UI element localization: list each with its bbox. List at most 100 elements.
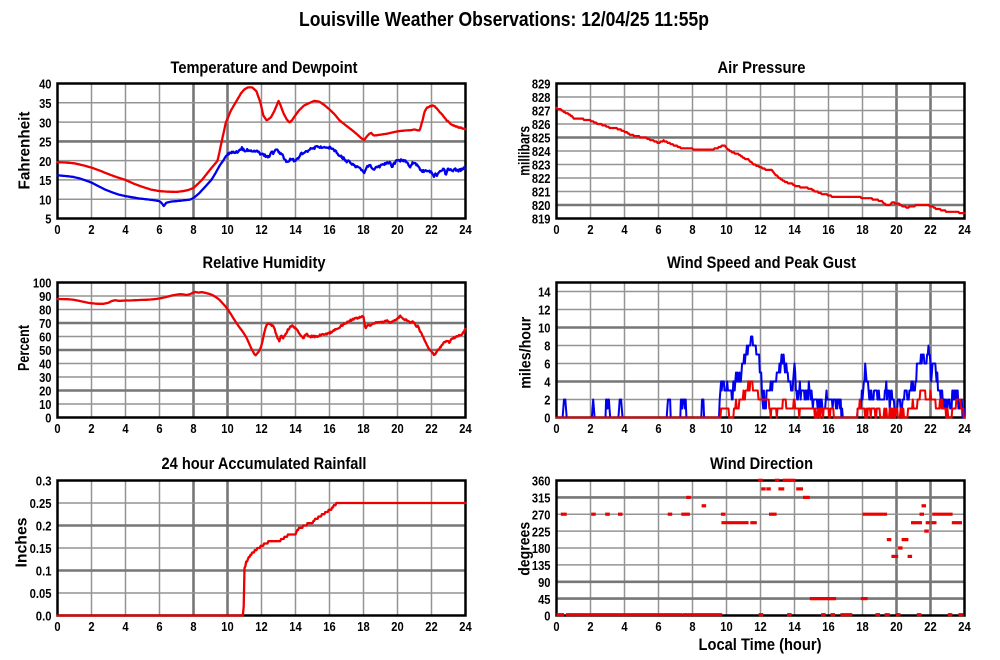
svg-text:6: 6	[655, 222, 661, 237]
svg-text:0.0: 0.0	[36, 609, 52, 624]
svg-text:18: 18	[856, 222, 868, 237]
svg-text:70: 70	[39, 316, 51, 331]
svg-text:16: 16	[323, 222, 335, 237]
svg-text:15: 15	[39, 173, 51, 188]
svg-text:40: 40	[39, 357, 51, 372]
svg-text:24 hour Accumulated Rainfall: 24 hour Accumulated Rainfall	[162, 454, 367, 473]
svg-text:6: 6	[156, 421, 162, 436]
svg-text:50: 50	[39, 343, 51, 358]
svg-text:10: 10	[221, 619, 233, 634]
svg-text:10: 10	[538, 321, 550, 336]
svg-text:18: 18	[357, 619, 369, 634]
svg-text:24: 24	[459, 421, 472, 436]
svg-text:6: 6	[655, 421, 661, 436]
svg-text:12: 12	[255, 222, 267, 237]
svg-text:6: 6	[156, 619, 162, 634]
svg-text:20: 20	[890, 421, 902, 436]
svg-text:0.3: 0.3	[36, 474, 52, 489]
svg-text:6: 6	[156, 222, 162, 237]
svg-text:Temperature and Dewpoint: Temperature and Dewpoint	[171, 58, 358, 77]
svg-text:829: 829	[532, 77, 551, 92]
svg-text:14: 14	[289, 421, 302, 436]
svg-text:14: 14	[538, 285, 551, 300]
svg-text:315: 315	[532, 491, 551, 506]
svg-text:0: 0	[54, 222, 60, 237]
svg-text:16: 16	[822, 421, 834, 436]
svg-text:828: 828	[532, 90, 551, 105]
svg-text:819: 819	[532, 212, 551, 227]
svg-text:25: 25	[39, 135, 51, 150]
svg-text:0: 0	[544, 609, 550, 624]
svg-text:0: 0	[45, 411, 51, 426]
svg-text:12: 12	[255, 421, 267, 436]
svg-text:4: 4	[621, 222, 628, 237]
svg-text:135: 135	[532, 558, 551, 573]
svg-text:180: 180	[532, 541, 551, 556]
svg-text:30: 30	[39, 115, 51, 130]
svg-text:6: 6	[655, 619, 661, 634]
svg-text:22: 22	[924, 619, 936, 634]
svg-text:825: 825	[532, 131, 551, 146]
svg-text:0.2: 0.2	[36, 519, 52, 534]
svg-text:20: 20	[39, 154, 51, 169]
svg-text:824: 824	[532, 144, 551, 159]
svg-text:822: 822	[532, 171, 551, 186]
svg-text:0.25: 0.25	[30, 496, 52, 511]
svg-text:2: 2	[88, 619, 94, 634]
svg-text:Percent: Percent	[16, 324, 33, 371]
svg-text:24: 24	[459, 222, 472, 237]
svg-text:826: 826	[532, 117, 551, 132]
svg-text:20: 20	[391, 222, 403, 237]
svg-text:24: 24	[958, 619, 971, 634]
svg-text:100: 100	[33, 276, 52, 291]
svg-text:4: 4	[122, 619, 129, 634]
svg-text:821: 821	[532, 185, 551, 200]
svg-text:10: 10	[221, 222, 233, 237]
svg-text:8: 8	[689, 421, 695, 436]
svg-text:2: 2	[587, 421, 593, 436]
svg-text:millibars: millibars	[517, 126, 534, 176]
svg-text:16: 16	[822, 222, 834, 237]
svg-text:12: 12	[754, 619, 766, 634]
svg-text:0: 0	[553, 619, 559, 634]
svg-text:18: 18	[357, 222, 369, 237]
svg-text:14: 14	[788, 222, 801, 237]
svg-text:14: 14	[788, 619, 801, 634]
svg-text:16: 16	[822, 619, 834, 634]
svg-text:8: 8	[190, 619, 196, 634]
svg-text:18: 18	[856, 619, 868, 634]
svg-text:12: 12	[255, 619, 267, 634]
svg-text:2: 2	[587, 222, 593, 237]
svg-text:miles/hour: miles/hour	[517, 317, 534, 389]
svg-text:22: 22	[924, 421, 936, 436]
svg-text:6: 6	[544, 357, 550, 372]
svg-text:Wind Speed and Peak Gust: Wind Speed and Peak Gust	[667, 253, 856, 272]
svg-text:0: 0	[544, 411, 550, 426]
svg-text:0: 0	[553, 222, 559, 237]
svg-text:2: 2	[88, 421, 94, 436]
svg-text:225: 225	[532, 524, 551, 539]
svg-text:2: 2	[544, 393, 550, 408]
svg-text:2: 2	[587, 619, 593, 634]
svg-text:24: 24	[958, 222, 971, 237]
svg-text:12: 12	[538, 303, 550, 318]
svg-text:20: 20	[391, 619, 403, 634]
svg-text:35: 35	[39, 96, 51, 111]
svg-text:270: 270	[532, 508, 551, 523]
svg-text:22: 22	[924, 222, 936, 237]
svg-text:degrees: degrees	[517, 522, 534, 576]
svg-text:24: 24	[958, 421, 971, 436]
svg-text:Wind Direction: Wind Direction	[710, 454, 813, 473]
svg-text:16: 16	[323, 421, 335, 436]
svg-text:8: 8	[190, 421, 196, 436]
svg-text:30: 30	[39, 370, 51, 385]
svg-text:820: 820	[532, 198, 551, 213]
svg-text:Local Time (hour): Local Time (hour)	[699, 635, 822, 654]
svg-text:0.1: 0.1	[36, 564, 52, 579]
svg-text:22: 22	[425, 619, 437, 634]
svg-text:360: 360	[532, 474, 551, 489]
svg-text:8: 8	[689, 222, 695, 237]
svg-text:4: 4	[544, 375, 551, 390]
svg-text:4: 4	[122, 222, 129, 237]
svg-text:20: 20	[890, 619, 902, 634]
